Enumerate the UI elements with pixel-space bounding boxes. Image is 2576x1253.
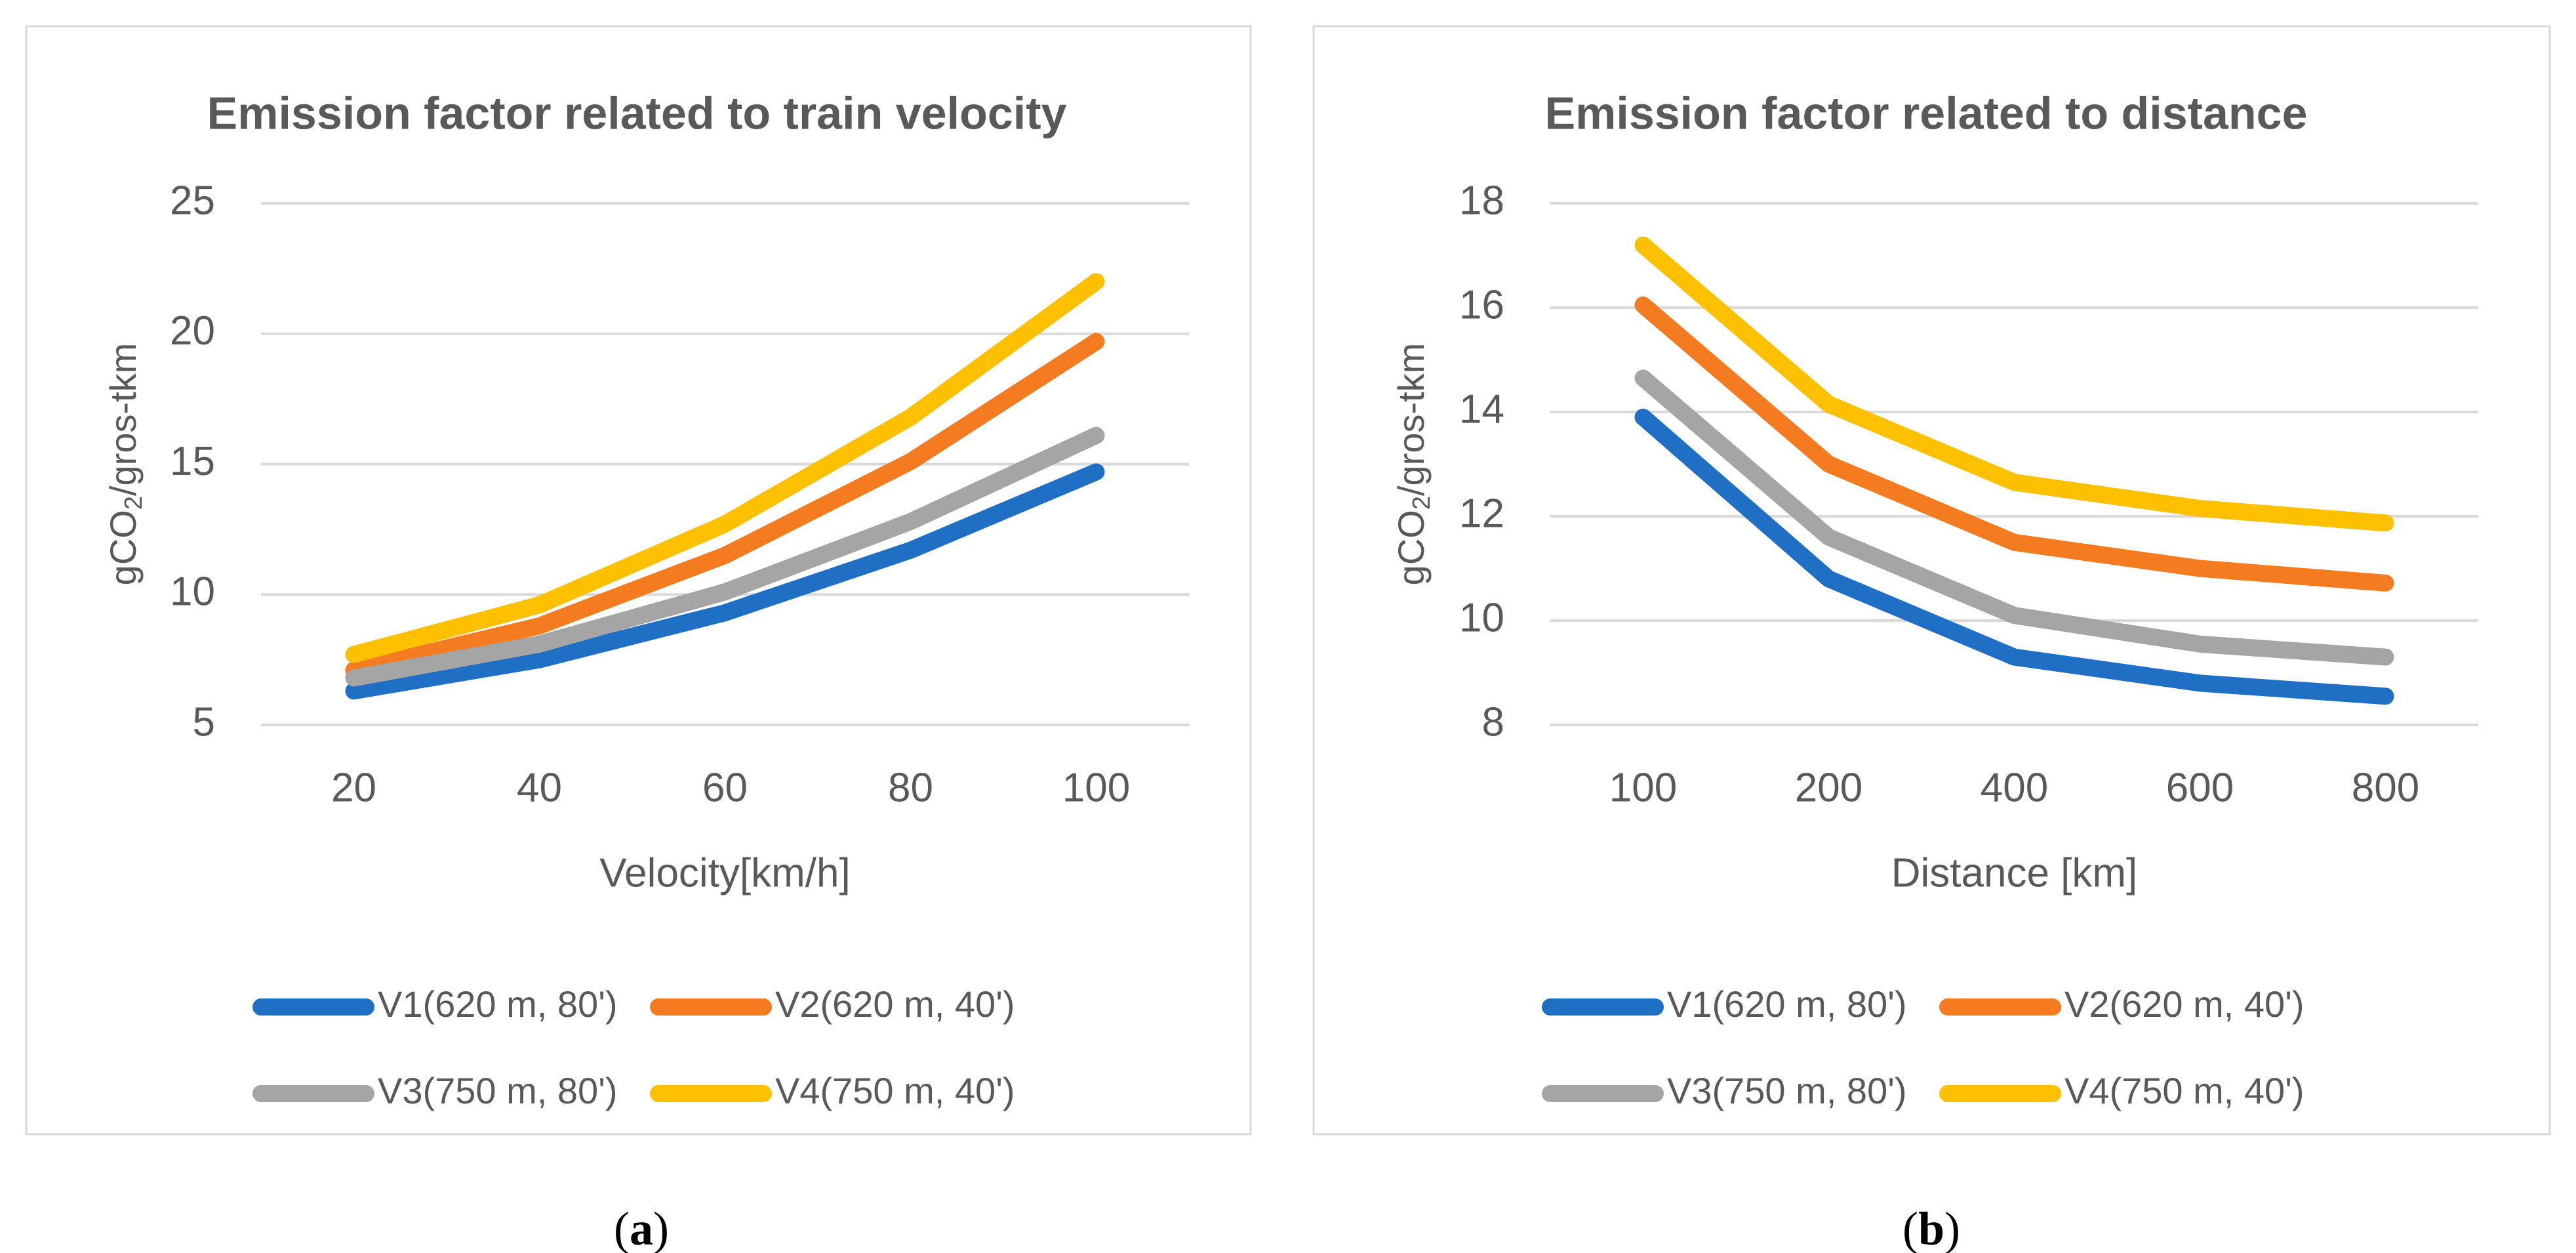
y-axis-title-subscript: 2	[1408, 496, 1436, 510]
legend-label: V3(750 m, 80')	[1667, 1070, 1907, 1111]
x-tick-label: 20	[331, 765, 376, 810]
x-axis-title: Velocity[km/h]	[599, 850, 850, 895]
legend-item-v4: V4(750 m, 40')	[1939, 1070, 2304, 1111]
y-tick-label: 20	[170, 308, 215, 354]
caption-letter: b	[1918, 1202, 1944, 1253]
x-tick-label: 100	[1062, 765, 1130, 810]
series-line-v3	[1634, 369, 2394, 666]
x-tick-label: 100	[1609, 765, 1677, 810]
series-line-v1	[1634, 408, 2394, 705]
legend-item-v4: V4(750 m, 40')	[650, 1070, 1015, 1111]
legend-label: V2(620 m, 40')	[2064, 983, 2304, 1025]
legend-label: V1(620 m, 80')	[378, 983, 618, 1025]
x-tick-label: 40	[517, 765, 562, 810]
chart-title: Emission factor related to distance	[1544, 87, 2307, 138]
y-axis-title-base: gCO	[102, 510, 144, 585]
legend-item-v3: V3(750 m, 80')	[1542, 1070, 1907, 1111]
chart-panel-a: Emission factor related to train velocit…	[25, 25, 1252, 1136]
legend-label: V4(750 m, 40')	[2064, 1070, 2304, 1111]
y-tick-label: 14	[1459, 386, 1504, 432]
legend-item-v1: V1(620 m, 80')	[252, 983, 618, 1025]
caption-paren-open: (	[614, 1202, 630, 1253]
panel-caption: (a)	[614, 1202, 669, 1253]
legend-item-v3: V3(750 m, 80')	[252, 1070, 618, 1111]
y-axis-title: gCO2/gros-tkm	[102, 343, 148, 586]
legend-label: V1(620 m, 80')	[1667, 983, 1907, 1025]
caption-paren-close: )	[653, 1202, 669, 1253]
x-tick-label: 200	[1795, 765, 1862, 810]
caption-paren-open: (	[1902, 1202, 1918, 1253]
caption-paren-close: )	[1944, 1202, 1960, 1253]
y-axis-title-subscript: 2	[120, 496, 148, 510]
series-line-v3	[345, 426, 1105, 687]
x-axis-title: Distance [km]	[1891, 850, 2138, 895]
legend-label: V4(750 m, 40')	[775, 1070, 1015, 1111]
chart-title: Emission factor related to train velocit…	[207, 87, 1067, 138]
panel-caption: (b)	[1902, 1202, 1960, 1253]
series-line-v2	[1634, 297, 2394, 592]
x-tick-label: 800	[2352, 765, 2419, 810]
legend-item-v2: V2(620 m, 40')	[650, 983, 1015, 1025]
y-tick-label: 12	[1459, 491, 1504, 536]
x-tick-label: 80	[888, 765, 933, 810]
y-axis-title-base: gCO	[1390, 510, 1432, 585]
caption-letter: a	[630, 1202, 653, 1253]
legend-label: V3(750 m, 80')	[378, 1070, 618, 1111]
legend-label: V2(620 m, 40')	[775, 983, 1015, 1025]
legend-item-v1: V1(620 m, 80')	[1542, 983, 1907, 1025]
y-tick-label: 16	[1459, 282, 1504, 327]
y-tick-label: 8	[1482, 699, 1504, 745]
x-tick-label: 400	[1981, 765, 2048, 810]
y-tick-label: 5	[193, 699, 215, 745]
series-line-v2	[345, 333, 1105, 679]
y-axis-title: gCO2/gros-tkm	[1390, 343, 1436, 586]
x-tick-label: 600	[2166, 765, 2234, 810]
series-line-v1	[345, 463, 1105, 700]
y-tick-label: 10	[1459, 595, 1504, 640]
legend-item-v2: V2(620 m, 40')	[1939, 983, 2304, 1025]
y-tick-label: 18	[1459, 178, 1504, 223]
y-tick-label: 10	[170, 569, 215, 615]
y-axis-title-rest: /gros-tkm	[102, 343, 144, 496]
series-line-v4	[1634, 236, 2394, 532]
x-tick-label: 60	[702, 765, 748, 810]
series-line-v4	[345, 273, 1105, 663]
y-tick-label: 25	[170, 178, 215, 223]
y-axis-title-rest: /gros-tkm	[1390, 343, 1432, 496]
chart-panel-b: Emission factor related to distance 8 10 12…	[1312, 25, 2551, 1136]
y-tick-label: 15	[170, 439, 215, 484]
